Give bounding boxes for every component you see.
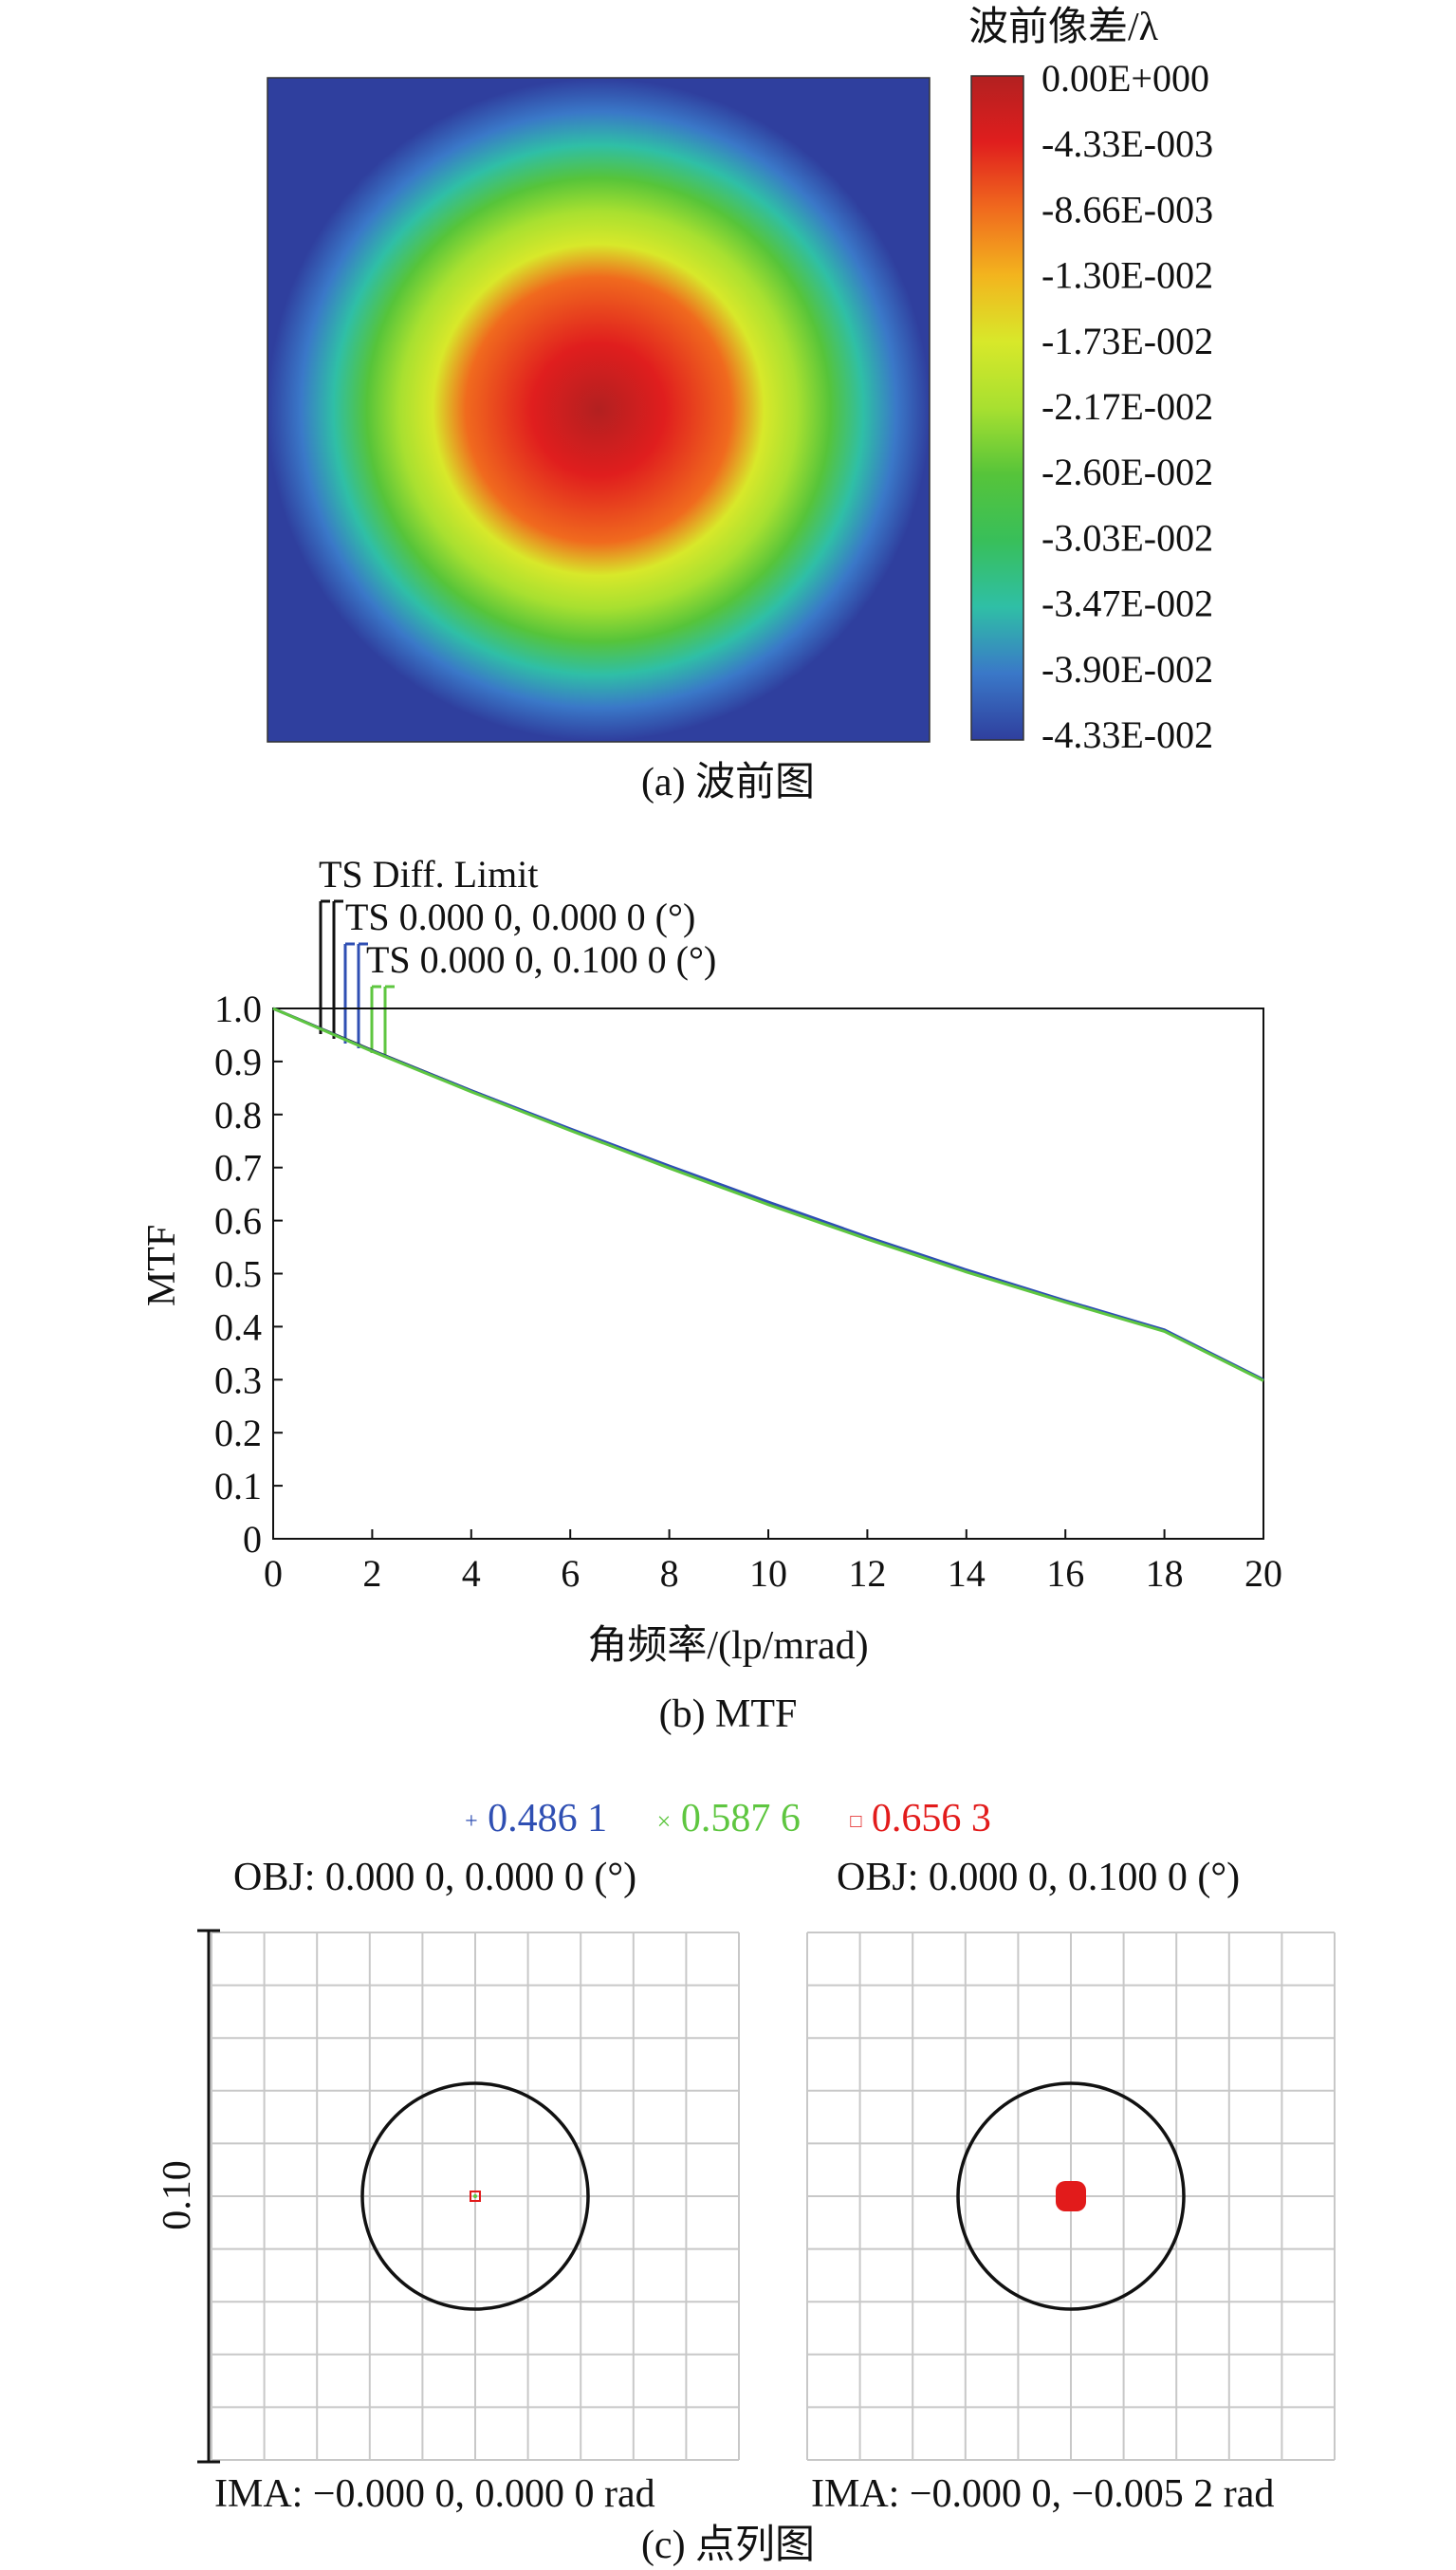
x-tick-label: 12: [848, 1552, 886, 1595]
colorbar-tick-label: -4.33E-003: [1041, 122, 1213, 165]
wavelength-blue: + 0.486 1: [465, 1797, 617, 1840]
mtf-xlabel: 角频率/(lp/mrad): [587, 1624, 869, 1668]
mtf-axes: 0 2 4 6 8 10 12 14 16 18 20 0 0.1 0.2 0.3 0.4 0.5 0.6 0.7 0…: [214, 988, 1282, 1595]
square-icon: □: [850, 1810, 862, 1832]
wavelength-green-label: 0.587 6: [680, 1797, 801, 1840]
mtf-plot-frame: [272, 1008, 1264, 1540]
spot-left-title: OBJ: 0.000 0, 0.000 0 (°): [233, 1856, 637, 1899]
colorbar-tick-label: -4.33E-002: [1041, 713, 1213, 756]
x-tick-label: 6: [561, 1552, 580, 1595]
y-tick-label: 0: [243, 1518, 262, 1561]
wavelength-legend: + 0.486 1 × 0.587 6 □ 0.656 3: [0, 1796, 1456, 1841]
colorbar-tick-label: 0.00E+000: [1041, 57, 1209, 100]
wavelength-red: □ 0.656 3: [850, 1797, 991, 1840]
colorbar: [970, 75, 1024, 741]
legend-field-0: TS 0.000 0, 0.000 0 (°): [345, 896, 695, 938]
caption-a: (a) 波前图: [640, 761, 816, 804]
cross-icon: ×: [656, 1807, 672, 1836]
wavelength-blue-label: 0.486 1: [488, 1797, 608, 1840]
spot-diagram-right: [806, 1932, 1336, 2461]
wavefront-frame: [267, 77, 931, 743]
spot-left-ima: IMA: −0.000 0, 0.000 0 rad: [214, 2472, 655, 2516]
y-tick-label: 0.3: [214, 1359, 262, 1401]
y-tick-label: 0.7: [214, 1147, 262, 1190]
scale-label: 0.10: [155, 2160, 199, 2230]
x-tick-label: 10: [749, 1552, 787, 1595]
mtf-panel: TS Diff. Limit TS 0.000 0, 0.000 0 (°) T…: [214, 853, 1282, 1595]
mtf-series: [272, 1007, 1264, 1382]
spot-panel: [197, 1929, 1336, 2464]
wavelength-green: × 0.587 6: [657, 1797, 811, 1840]
colorbar-tick-label: -1.30E-002: [1041, 254, 1213, 297]
legend-field-1: TS 0.000 0, 0.100 0 (°): [366, 938, 716, 981]
wavefront-panel: 波前像差/λ 0.00E+000 -4.33E-003 -8.66E-003 -1.3…: [267, 6, 1213, 756]
colorbar-tick-label: -8.66E-003: [1041, 188, 1213, 231]
colorbar-tick-label: -2.17E-002: [1041, 385, 1213, 428]
y-tick-label: 0.4: [214, 1305, 262, 1348]
caption-b: (b) MTF: [658, 1692, 798, 1736]
x-tick-label: 4: [462, 1552, 481, 1595]
y-tick-label: 0.5: [214, 1253, 262, 1296]
wavefront-pupil: [267, 79, 930, 741]
y-tick-label: 0.1: [214, 1465, 262, 1507]
x-tick-label: 8: [660, 1552, 679, 1595]
colorbar-tick-label: -3.90E-002: [1041, 648, 1213, 691]
spot-diagram-left: [211, 1932, 740, 2461]
caption-c: (c) 点列图: [640, 2524, 816, 2567]
colorbar-tick-label: -1.73E-002: [1041, 320, 1213, 362]
mtf-line-2: [272, 1007, 1264, 1382]
spot-center: [473, 2194, 477, 2198]
x-tick-label: 20: [1244, 1552, 1282, 1595]
mtf-line-1: [272, 1007, 1264, 1381]
y-tick-label: 0.6: [214, 1200, 262, 1243]
x-tick-label: 14: [948, 1552, 986, 1595]
spot-right-ima: IMA: −0.000 0, −0.005 2 rad: [811, 2472, 1275, 2516]
plus-icon: +: [465, 1808, 478, 1834]
y-tick-label: 0.9: [214, 1041, 262, 1083]
mtf-line-0: [272, 1007, 1264, 1381]
x-tick-label: 18: [1146, 1552, 1184, 1595]
x-tick-label: 2: [362, 1552, 381, 1595]
colorbar-tick-labels: 0.00E+000 -4.33E-003 -8.66E-003 -1.30E-002 -…: [1041, 57, 1213, 756]
mtf-ylabel: MTF: [140, 1224, 185, 1307]
y-tick-label: 0.2: [214, 1412, 262, 1454]
colorbar-title: 波前像差/λ: [968, 6, 1159, 49]
airy-disk: [360, 2081, 590, 2311]
x-tick-label: 16: [1046, 1552, 1084, 1595]
legend-diff-limit: TS Diff. Limit: [319, 853, 538, 896]
legend-leader-lines: [319, 899, 395, 1058]
wavelength-red-label: 0.656 3: [871, 1797, 991, 1840]
spot-points: [1056, 2181, 1086, 2211]
y-tick-label: 0.8: [214, 1094, 262, 1137]
airy-disk: [956, 2081, 1186, 2311]
y-tick-label: 1.0: [214, 988, 262, 1030]
colorbar-tick-label: -3.47E-002: [1041, 582, 1213, 625]
spot-right-title: OBJ: 0.000 0, 0.100 0 (°): [837, 1856, 1241, 1899]
x-tick-label: 0: [264, 1552, 283, 1595]
colorbar-tick-label: -2.60E-002: [1041, 451, 1213, 493]
spot-points: [470, 2191, 481, 2202]
colorbar-tick-label: -3.03E-002: [1041, 516, 1213, 559]
